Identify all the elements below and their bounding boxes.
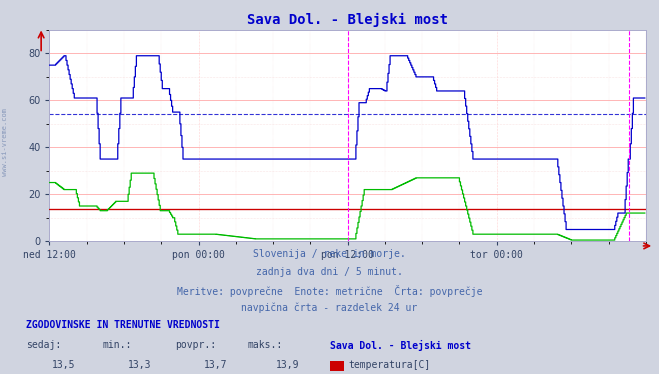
Title: Sava Dol. - Blejski most: Sava Dol. - Blejski most xyxy=(247,13,448,27)
Text: zadnja dva dni / 5 minut.: zadnja dva dni / 5 minut. xyxy=(256,267,403,277)
Text: povpr.:: povpr.: xyxy=(175,340,215,350)
Text: 13,7: 13,7 xyxy=(204,360,227,370)
Text: navpična črta - razdelek 24 ur: navpična črta - razdelek 24 ur xyxy=(241,303,418,313)
Text: min.:: min.: xyxy=(102,340,132,350)
Text: ZGODOVINSKE IN TRENUTNE VREDNOSTI: ZGODOVINSKE IN TRENUTNE VREDNOSTI xyxy=(26,320,220,330)
Text: 13,3: 13,3 xyxy=(128,360,152,370)
Text: Sava Dol. - Blejski most: Sava Dol. - Blejski most xyxy=(330,340,471,351)
Text: 13,9: 13,9 xyxy=(276,360,300,370)
Text: sedaj:: sedaj: xyxy=(26,340,61,350)
Text: maks.:: maks.: xyxy=(247,340,282,350)
Text: 13,5: 13,5 xyxy=(52,360,76,370)
Text: temperatura[C]: temperatura[C] xyxy=(348,360,430,370)
Text: Meritve: povprečne  Enote: metrične  Črta: povprečje: Meritve: povprečne Enote: metrične Črta:… xyxy=(177,285,482,297)
Text: Slovenija / reke in morje.: Slovenija / reke in morje. xyxy=(253,249,406,259)
Text: www.si-vreme.com: www.si-vreme.com xyxy=(2,108,9,176)
